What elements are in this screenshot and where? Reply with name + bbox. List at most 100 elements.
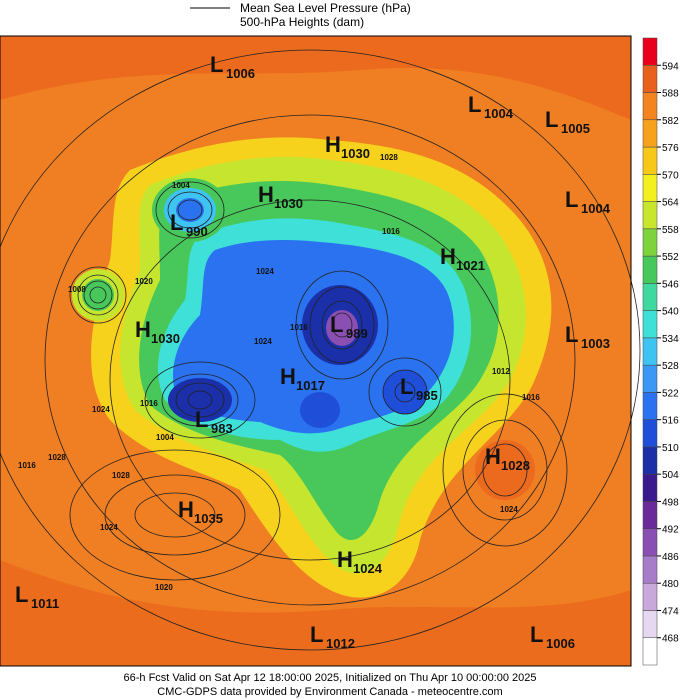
contour-label: 1020 <box>135 277 153 286</box>
contour-label: 1004 <box>156 433 174 442</box>
pressure-center-letter: H <box>325 132 341 157</box>
pressure-center-letter: L <box>310 622 323 647</box>
colorbar-tick-label: 540 <box>662 307 679 318</box>
colorbar-swatch <box>642 528 658 557</box>
field-516 <box>300 392 340 428</box>
colorbar-swatch <box>642 364 658 393</box>
colorbar-swatch <box>642 283 658 311</box>
colorbar-swatch <box>642 337 658 366</box>
colorbar-swatch <box>642 119 658 148</box>
colorbar-swatch <box>642 501 658 529</box>
pressure-center-letter: L <box>565 322 578 347</box>
pressure-center-letter: H <box>280 364 296 389</box>
contour-label: 1008 <box>68 285 86 294</box>
field-594 <box>0 560 631 666</box>
contour-label: 1024 <box>256 267 274 276</box>
colorbar-swatch <box>642 310 658 339</box>
legend-line2: 500-hPa Heights (dam) <box>240 15 364 29</box>
colorbar-tick-label: 504 <box>662 470 679 481</box>
colorbar-swatch <box>642 555 658 584</box>
colorbar-tick-label: 468 <box>662 634 679 645</box>
colorbar-tick-label: 522 <box>662 388 679 399</box>
colorbar-tick-label: 546 <box>662 279 679 290</box>
pressure-center-letter: L <box>330 312 343 337</box>
colorbar-swatch <box>642 392 658 420</box>
colorbar-tick-label: 498 <box>662 497 679 508</box>
contour-label: 1016 <box>140 399 158 408</box>
pressure-center-value: 1017 <box>296 378 325 393</box>
pressure-center-letter: L <box>210 52 223 77</box>
pressure-center-value: 1005 <box>561 121 590 136</box>
colorbar-swatch <box>642 610 658 638</box>
contour-label: 1012 <box>492 367 510 376</box>
pressure-center-value: 1030 <box>274 196 303 211</box>
colorbar-swatch <box>642 65 658 93</box>
colorbar-tick-label: 582 <box>662 116 679 127</box>
colorbar-tick-label: 480 <box>662 579 679 590</box>
map <box>0 36 641 666</box>
contour-label: 1028 <box>112 471 130 480</box>
pressure-center-letter: L <box>565 187 578 212</box>
contour-label: 1016 <box>522 393 540 402</box>
colorbar-swatch <box>642 473 658 502</box>
colorbar-swatch <box>642 419 658 448</box>
pressure-center-value: 1004 <box>581 201 611 216</box>
contour-label: 1024 <box>254 337 272 346</box>
pressure-center-letter: L <box>170 210 183 235</box>
pressure-center-value: 1030 <box>151 331 180 346</box>
pressure-center-value: 1012 <box>326 636 355 651</box>
pressure-center-value: 1030 <box>341 146 370 161</box>
pressure-center-value: 1006 <box>226 66 255 81</box>
pressure-center-letter: H <box>135 317 151 342</box>
pressure-center-value: 1028 <box>501 458 530 473</box>
colorbar-swatch <box>642 174 658 202</box>
colorbar-tick-label: 474 <box>662 606 679 617</box>
pressure-center-value: 1021 <box>456 258 485 273</box>
colorbar-tick-label: 492 <box>662 525 679 536</box>
field-510 <box>168 378 232 422</box>
colorbar-tick-label: 576 <box>662 143 679 154</box>
contour-label: 1016 <box>382 227 400 236</box>
colorbar-tick-label: 552 <box>662 252 679 263</box>
colorbar-tick-label: 570 <box>662 170 679 181</box>
pressure-center-value: 1024 <box>353 561 383 576</box>
contour-label: 1028 <box>380 153 398 162</box>
footer-line2: CMC-GDPS data provided by Environment Ca… <box>157 686 502 698</box>
field-552 <box>82 279 114 311</box>
colorbar-swatch <box>642 92 658 121</box>
pressure-center-letter: H <box>258 182 274 207</box>
contour-label: 1024 <box>500 505 518 514</box>
contour-label: 1024 <box>100 523 118 532</box>
field-516 <box>383 370 427 414</box>
contour-label: 1016 <box>18 461 36 470</box>
colorbar-tick-label: 588 <box>662 89 679 100</box>
footer-line1: 66-h Fcst Valid on Sat Apr 12 18:00:00 2… <box>124 672 537 684</box>
pressure-center-letter: L <box>400 374 413 399</box>
pressure-center-letter: L <box>195 407 208 432</box>
pressure-center-letter: H <box>485 444 501 469</box>
field-594 <box>0 36 631 120</box>
contour-label: 1020 <box>155 583 173 592</box>
pressure-center-value: 990 <box>186 224 208 239</box>
pressure-center-value: 1011 <box>31 596 59 611</box>
colorbar-tick-label: 528 <box>662 361 679 372</box>
pressure-center-value: 1006 <box>546 636 575 651</box>
field-522 <box>176 198 204 222</box>
contour-label: 1024 <box>92 405 110 414</box>
pressure-center-letter: L <box>545 107 558 132</box>
colorbar-swatch <box>642 637 658 666</box>
pressure-center-letter: H <box>178 497 194 522</box>
colorbar-tick-label: 594 <box>662 61 679 72</box>
colorbar-tick-label: 510 <box>662 443 679 454</box>
colorbar-tick-label: 558 <box>662 225 679 236</box>
pressure-center-letter: L <box>468 92 481 117</box>
legend-line1: Mean Sea Level Pressure (hPa) <box>240 1 411 15</box>
colorbar-swatch <box>642 446 658 475</box>
colorbar-swatch <box>642 201 658 230</box>
colorbar-tick-label: 534 <box>662 334 679 345</box>
colorbar-swatch <box>642 37 658 66</box>
pressure-center-letter: H <box>440 244 456 269</box>
pressure-center-letter: H <box>337 547 353 572</box>
